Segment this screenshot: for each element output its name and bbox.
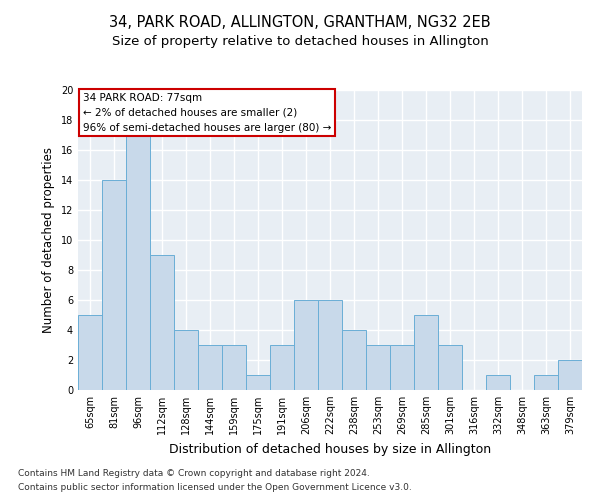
Bar bbox=[174, 330, 198, 390]
Bar bbox=[270, 345, 294, 390]
Text: Contains HM Land Registry data © Crown copyright and database right 2024.: Contains HM Land Registry data © Crown c… bbox=[18, 468, 370, 477]
Bar bbox=[222, 345, 246, 390]
Text: 34, PARK ROAD, ALLINGTON, GRANTHAM, NG32 2EB: 34, PARK ROAD, ALLINGTON, GRANTHAM, NG32… bbox=[109, 15, 491, 30]
X-axis label: Distribution of detached houses by size in Allington: Distribution of detached houses by size … bbox=[169, 442, 491, 456]
Bar bbox=[198, 345, 222, 390]
Text: Contains public sector information licensed under the Open Government Licence v3: Contains public sector information licen… bbox=[18, 484, 412, 492]
Bar bbox=[414, 315, 438, 390]
Bar bbox=[390, 345, 414, 390]
Bar bbox=[126, 135, 150, 390]
Bar bbox=[342, 330, 366, 390]
Bar bbox=[534, 375, 558, 390]
Y-axis label: Number of detached properties: Number of detached properties bbox=[42, 147, 55, 333]
Bar bbox=[318, 300, 342, 390]
Bar bbox=[294, 300, 318, 390]
Bar bbox=[438, 345, 462, 390]
Text: 34 PARK ROAD: 77sqm
← 2% of detached houses are smaller (2)
96% of semi-detached: 34 PARK ROAD: 77sqm ← 2% of detached hou… bbox=[83, 93, 331, 132]
Bar bbox=[246, 375, 270, 390]
Bar bbox=[78, 315, 102, 390]
Bar bbox=[486, 375, 510, 390]
Bar bbox=[150, 255, 174, 390]
Bar bbox=[366, 345, 390, 390]
Text: Size of property relative to detached houses in Allington: Size of property relative to detached ho… bbox=[112, 35, 488, 48]
Bar bbox=[558, 360, 582, 390]
Bar bbox=[102, 180, 126, 390]
